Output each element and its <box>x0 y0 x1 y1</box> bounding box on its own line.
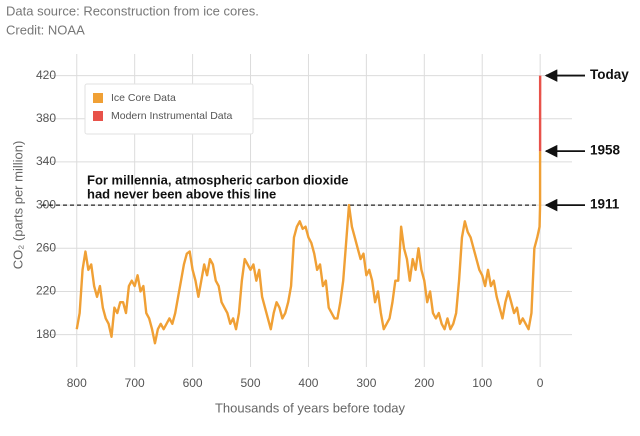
plot: For millennia, atmospheric carbon dioxid… <box>42 75 542 345</box>
x-tick-label: 700 <box>125 376 145 390</box>
x-tick-label: 200 <box>414 376 434 390</box>
y-tick-label: 380 <box>36 111 56 125</box>
x-tick-label: 300 <box>356 376 376 390</box>
y-tick-label: 300 <box>36 197 56 211</box>
x-tick-label: 800 <box>67 376 87 390</box>
overlay: Today 1958 1911 Ice Core Data Modern Instrum… <box>84 67 629 212</box>
header-line: Credit: NOAA <box>6 22 85 37</box>
x-tick-label: 0 <box>537 376 544 390</box>
x-axis-label: Thousands of years before today <box>215 400 406 415</box>
series-line <box>75 151 542 345</box>
x-tick-label: 600 <box>183 376 203 390</box>
reference-label: had never been above this line <box>87 187 276 202</box>
y-tick-label: 420 <box>36 68 56 82</box>
annotation-label: Today <box>590 67 629 82</box>
y-tick-label: 260 <box>36 240 56 254</box>
y-tick-label: 180 <box>36 327 56 341</box>
header-line: Data source: Reconstruction from ice cor… <box>6 3 259 18</box>
annotation-label: 1958 <box>590 143 621 158</box>
reference-label: For millennia, atmospheric carbon dioxid… <box>87 173 349 188</box>
annotation-label: 1911 <box>590 197 620 212</box>
legend-label: Modern Instrumental Data <box>111 110 233 122</box>
legend-label: Ice Core Data <box>111 92 176 104</box>
x-tick-label: 100 <box>472 376 492 390</box>
legend-swatch <box>93 93 103 103</box>
legend-swatch <box>93 111 103 121</box>
y-tick-label: 220 <box>36 284 56 298</box>
x-tick-label: 500 <box>241 376 261 390</box>
y-tick-label: 340 <box>36 154 56 168</box>
x-tick-label: 400 <box>298 376 318 390</box>
legend-box <box>84 83 254 135</box>
y-axis-label: CO₂ (parts per million) <box>10 141 25 270</box>
